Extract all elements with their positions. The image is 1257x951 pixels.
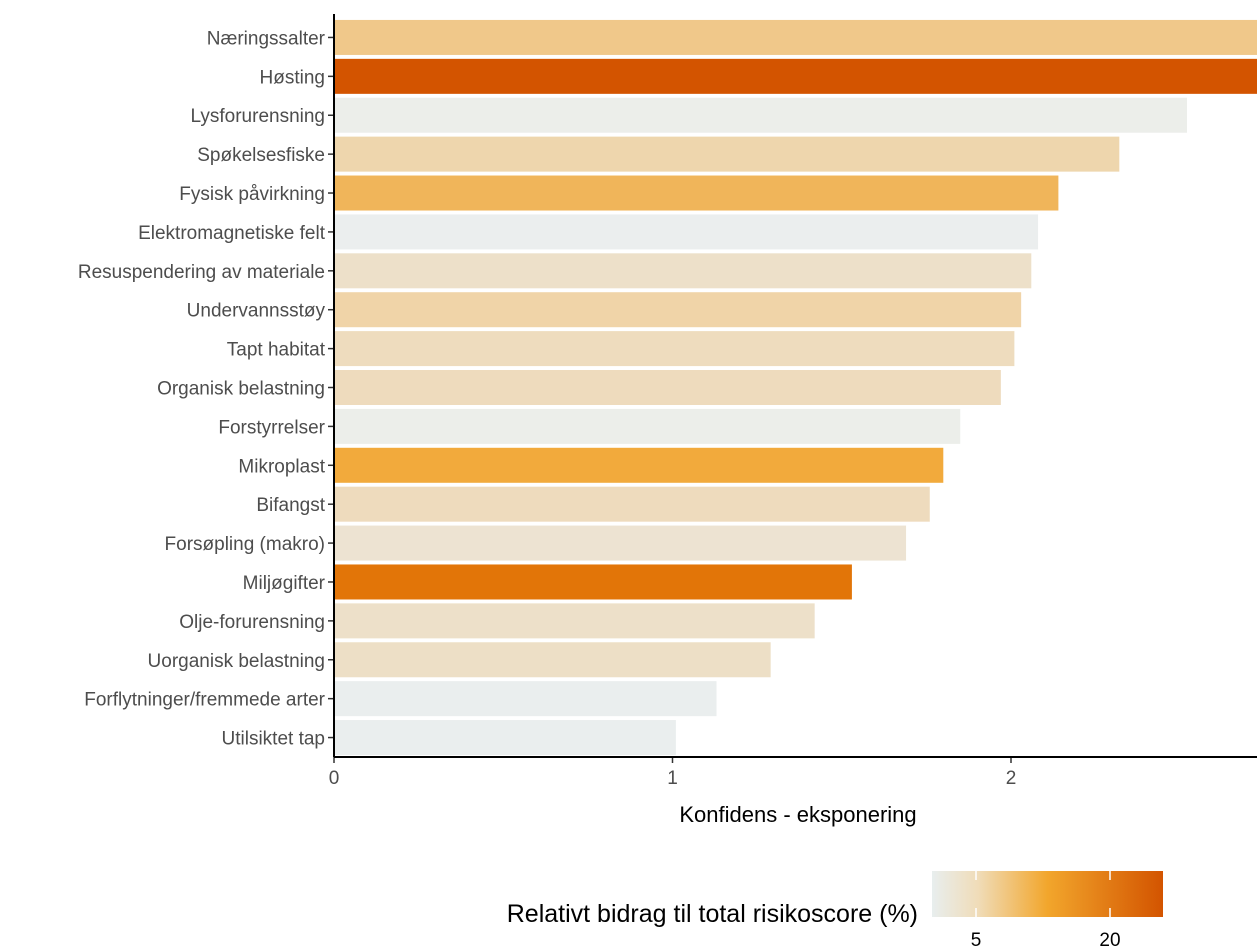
category-label: Lysforurensning [191,106,325,127]
category-label: Forsøpling (makro) [165,534,325,555]
legend-tick-label: 20 [1099,930,1120,951]
bar [334,720,676,756]
bar [334,19,1257,55]
category-label: Resuspendering av materiale [78,262,325,283]
category-label: Uorganisk belastning [148,651,325,672]
category-label: Undervannsstøy [187,301,326,322]
bar [334,97,1188,133]
bar [334,447,944,483]
bar [334,642,771,678]
legend-ticks: 5 20 [971,871,1121,951]
legend-colorbar [932,871,1163,917]
category-label: Høsting [260,67,325,88]
bar [334,253,1032,289]
category-label: Næringssalter [207,28,326,49]
category-label: Mikroplast [238,456,325,477]
bar [334,564,852,600]
bar [334,603,815,639]
x-axis-title: Konfidens - eksponering [679,802,916,827]
x-tick-label: 1 [667,768,678,789]
legend-tick-label: 5 [971,930,982,951]
bar [334,681,717,717]
category-label: Utilsiktet tap [222,729,325,750]
bar [334,292,1022,328]
bar [334,331,1015,367]
bar [334,525,907,561]
legend-title: Relativt bidrag til total risikoscore (%… [507,900,918,928]
bar [334,58,1257,94]
category-label: Miljøgifter [243,573,326,594]
bar [334,136,1120,172]
category-label: Olje-forurensning [179,612,325,633]
x-axis-ticks: 0 1 2 [329,757,1017,789]
category-label: Spøkelsesfiske [197,145,325,166]
bar [334,175,1059,211]
category-label: Fysisk påvirkning [179,184,325,205]
category-label: Bifangst [256,495,325,516]
bars-group [334,19,1257,756]
bar [334,214,1039,250]
category-label: Forflytninger/fremmede arter [84,690,325,711]
category-label: Organisk belastning [157,379,325,400]
x-tick-label: 0 [329,768,340,789]
bar [334,486,930,522]
bar [334,408,961,444]
legend: Relativt bidrag til total risikoscore (%… [507,871,1163,951]
category-labels: Næringssalter Høsting Lysforurensning Spøke… [78,28,326,749]
category-label: Tapt habitat [227,340,326,361]
bar [334,369,1001,406]
x-tick-label: 2 [1006,768,1017,789]
category-label: Elektromagnetiske felt [138,223,326,244]
category-label: Forstyrrelser [218,417,325,438]
